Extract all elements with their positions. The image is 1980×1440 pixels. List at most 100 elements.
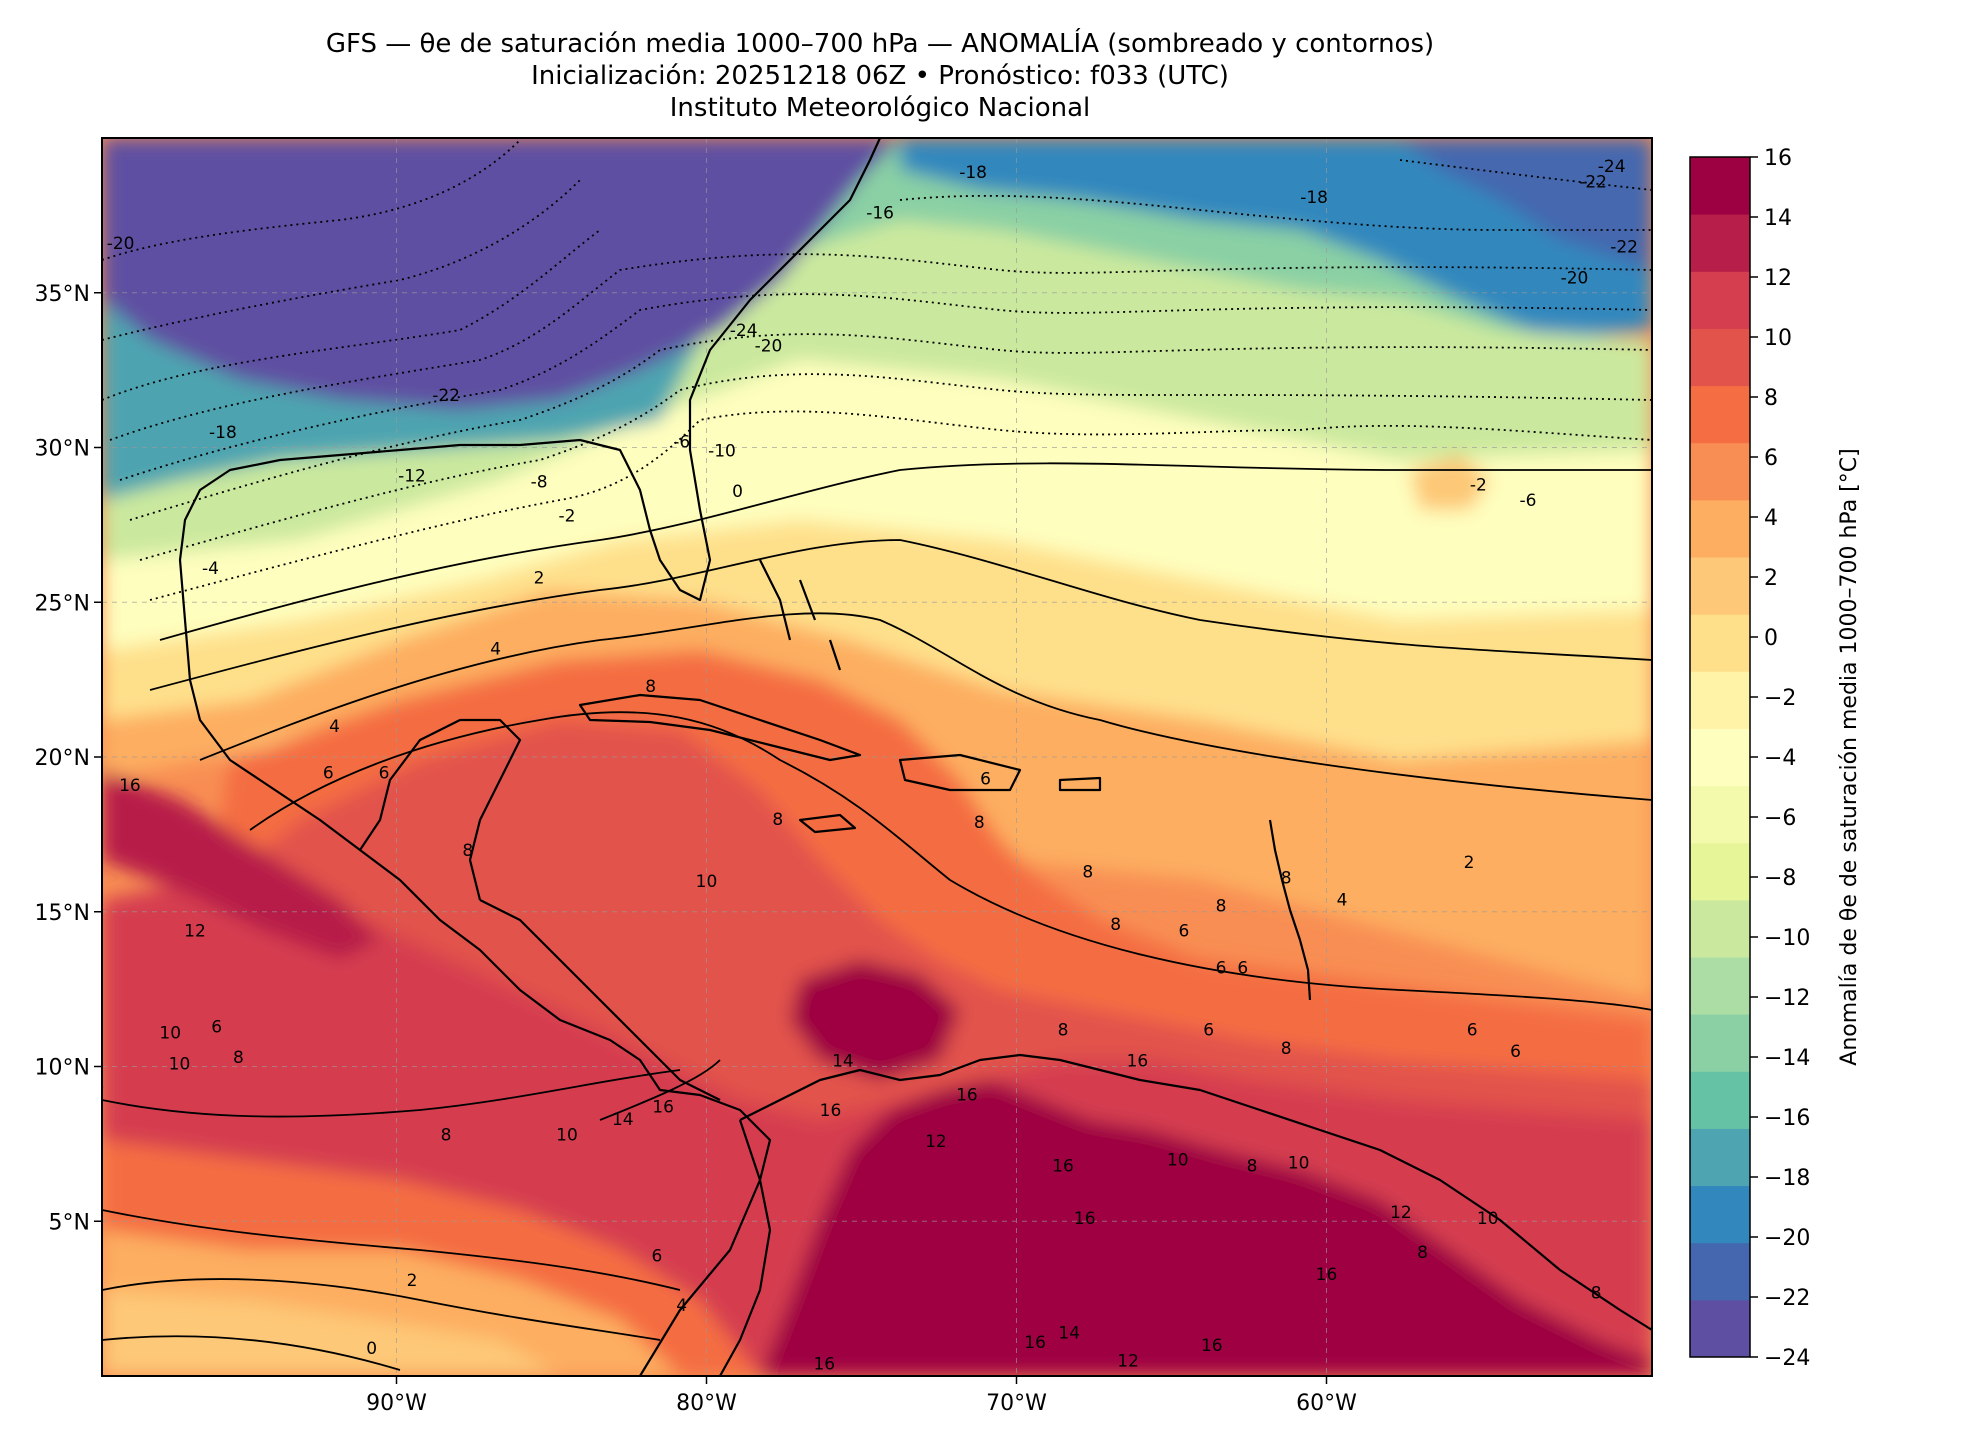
- colorbar-segment: [1690, 1185, 1750, 1244]
- contour-minus-10: [109, 253, 1652, 441]
- colorbar-tick-label: 14: [1764, 206, 1792, 231]
- contour-label: 12: [925, 1132, 947, 1152]
- lon-tick-label: 70°W: [986, 1391, 1047, 1416]
- band-darkblue-corner: [1400, 138, 1652, 270]
- colorbar-segment: [1690, 1299, 1750, 1358]
- contour-label: 6: [1467, 1020, 1478, 1040]
- contour-10: [599, 1059, 721, 1121]
- colorbar-segment: [1690, 899, 1750, 958]
- contour-label: 16: [813, 1355, 835, 1375]
- lat-tick-label: 25°N: [35, 591, 90, 616]
- contour-label: 10: [1288, 1153, 1310, 1173]
- colorbar-tick-label: −8: [1764, 866, 1796, 891]
- contour-8: [102, 1069, 681, 1118]
- contour-label: 8: [1058, 1020, 1069, 1040]
- lat-tick-label: 20°N: [35, 746, 90, 771]
- colorbar-tick-label: −24: [1764, 1346, 1810, 1371]
- map-title: GFS — θe de saturación media 1000–700 hP…: [325, 29, 1435, 59]
- contour-label: 10: [696, 872, 718, 892]
- contour-6: [249, 711, 1652, 1011]
- contour-label: 6: [379, 763, 390, 783]
- contour-label: -18: [1300, 188, 1328, 208]
- colorbar-tick-label: −20: [1764, 1226, 1810, 1251]
- colorbar-ticks: −24−22−20−18−16−14−12−10−8−6−4−202468101…: [1750, 146, 1810, 1371]
- colorbar-tick-label: −22: [1764, 1286, 1810, 1311]
- contour-minus-8: [119, 293, 1652, 481]
- cold-gulf-transition: [102, 300, 700, 500]
- lon-tick-label: 90°W: [366, 1391, 427, 1416]
- contour-label: 4: [1337, 890, 1348, 910]
- colorbar-tick-label: −12: [1764, 986, 1810, 1011]
- contour-label: 4: [676, 1296, 687, 1316]
- pacific-yellow: [102, 1290, 560, 1376]
- colorbar-tick-label: −18: [1764, 1166, 1810, 1191]
- colorbar-tick-label: −16: [1764, 1106, 1810, 1131]
- contour-label: -22: [1610, 237, 1638, 257]
- map-axes: 90°W 80°W 70°W 60°W 5°N 10°N 15°N 20°N 25°N 30°N 3…: [35, 282, 1358, 1416]
- colorbar-tick-label: 10: [1764, 326, 1792, 351]
- lat-tick-label: 10°N: [35, 1056, 90, 1081]
- coast-south-america-north: [739, 1053, 1652, 1331]
- colorbar-segment: [1690, 271, 1750, 329]
- contour-label: 8: [645, 677, 656, 697]
- map-institution: Instituto Meteorológico Nacional: [669, 93, 1091, 123]
- contour-label: 16: [1074, 1209, 1096, 1229]
- colorbar-segment: [1690, 728, 1750, 787]
- contour-label: 16: [1024, 1333, 1046, 1353]
- colorbar-segment: [1690, 214, 1750, 272]
- coast-hispaniola: [898, 753, 1022, 792]
- contour-label: 6: [1216, 958, 1227, 978]
- lon-tick-label: 80°W: [676, 1391, 737, 1416]
- contour-label: 8: [1591, 1283, 1602, 1303]
- colorbar-tick-label: 6: [1764, 446, 1778, 471]
- colorbar-segment: [1690, 842, 1750, 901]
- contour-label: 12: [1117, 1352, 1139, 1372]
- contour-label: -10: [708, 442, 736, 462]
- lat-tick-label: 15°N: [35, 901, 90, 926]
- contour-label: 10: [169, 1054, 191, 1074]
- contour-label: 8: [1247, 1157, 1258, 1177]
- contour-minus-12: [102, 229, 601, 401]
- band-blue-northeast: [900, 138, 1652, 340]
- coast-central-america: [479, 899, 721, 1101]
- coast-puerto-rico: [1058, 776, 1102, 792]
- colorbar-tick-label: 8: [1764, 386, 1778, 411]
- contour-label: 2: [534, 568, 545, 588]
- colorbar-segment: [1690, 1242, 1750, 1301]
- contour-label: 8: [462, 841, 473, 861]
- contour-label: 6: [980, 770, 991, 790]
- coastlines: [178, 138, 1652, 1376]
- hot-south-america: [760, 1080, 1652, 1376]
- contour-label: 16: [1316, 1265, 1338, 1285]
- colorbar-segment: [1690, 785, 1750, 844]
- contour-label: -2: [559, 507, 576, 527]
- contour-label: -4: [202, 559, 219, 579]
- colorbar-segment: [1690, 1014, 1750, 1072]
- contour-label: 8: [93, 1076, 104, 1096]
- colorbar-tick-label: 2: [1764, 566, 1778, 591]
- map-subtitle: Inicialización: 20251218 06Z • Pronóstic…: [531, 61, 1229, 91]
- contour-label: 14: [1058, 1324, 1080, 1344]
- colorbar-tick-label: −2: [1764, 686, 1796, 711]
- contour-0: [159, 462, 1652, 641]
- cold-usa-interior: [102, 138, 900, 410]
- colorbar-segment: [1690, 328, 1750, 387]
- contour-label: -18: [959, 163, 987, 183]
- colorbar-tick-label: 0: [1764, 626, 1778, 651]
- contour-label: -18: [209, 423, 237, 443]
- contour-label: 8: [1110, 915, 1121, 935]
- contour-label: 10: [159, 1023, 181, 1043]
- colorbar-tick-label: −4: [1764, 746, 1796, 771]
- contour-4-pacific: [102, 1278, 661, 1341]
- contour-minus-20: [102, 139, 521, 261]
- contour-label: -8: [531, 473, 548, 493]
- contour-label: 10: [556, 1126, 578, 1146]
- lon-tick-label: 60°W: [1296, 1391, 1357, 1416]
- colorbar-segment: [1690, 499, 1750, 558]
- contour-label: 10: [1477, 1209, 1499, 1229]
- colorbar-segment: [1690, 671, 1750, 729]
- colorbar-tick-label: 12: [1764, 266, 1792, 291]
- contour-minus-2: [149, 410, 1652, 601]
- contour-minus-4: [139, 373, 1652, 561]
